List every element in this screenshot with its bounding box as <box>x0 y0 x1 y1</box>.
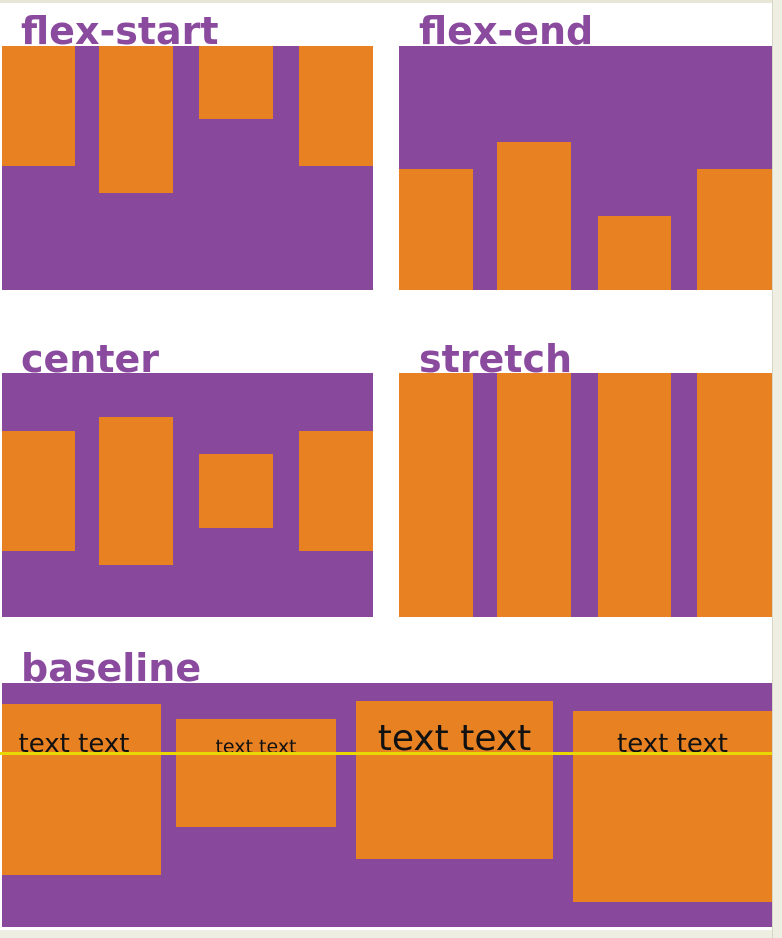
center-item-3 <box>199 454 273 528</box>
center-container <box>2 373 373 617</box>
baseline-container: text text text text text text text text <box>2 683 772 927</box>
stretch-container <box>399 373 772 617</box>
baseline-item-1: text text <box>2 704 161 875</box>
baseline-item-2-text: text text <box>215 736 297 758</box>
stretch-item-3 <box>598 373 671 617</box>
flex-end-item-2 <box>497 142 571 290</box>
flex-start-label: flex-start <box>21 9 219 53</box>
center-item-2 <box>99 417 173 565</box>
flex-end-container <box>399 46 772 290</box>
window-frame-bottom <box>0 930 772 938</box>
flex-end-item-3 <box>598 216 671 290</box>
window-frame-top <box>0 0 772 3</box>
center-item-1 <box>2 431 75 551</box>
stretch-item-4 <box>697 373 772 617</box>
baseline-label: baseline <box>21 646 202 690</box>
stretch-item-2 <box>497 373 571 617</box>
flex-start-item-4 <box>299 46 373 166</box>
flex-start-container <box>2 46 373 290</box>
baseline-item-3-text: text text <box>377 718 532 759</box>
baseline-item-2: text text <box>176 719 336 827</box>
flex-end-label: flex-end <box>419 9 594 53</box>
stretch-item-1 <box>399 373 473 617</box>
flex-start-item-1 <box>2 46 75 166</box>
center-item-4 <box>299 431 373 551</box>
flex-start-item-3 <box>199 46 273 119</box>
baseline-item-4: text text <box>573 711 772 902</box>
center-label: center <box>21 337 160 381</box>
flex-end-item-4 <box>697 169 772 290</box>
baseline-item-3: text text <box>356 701 553 859</box>
baseline-guide-line <box>0 752 772 755</box>
flex-start-item-2 <box>99 46 173 193</box>
window-frame-right <box>772 0 782 938</box>
flex-end-item-1 <box>399 169 473 290</box>
stretch-label: stretch <box>419 337 573 381</box>
